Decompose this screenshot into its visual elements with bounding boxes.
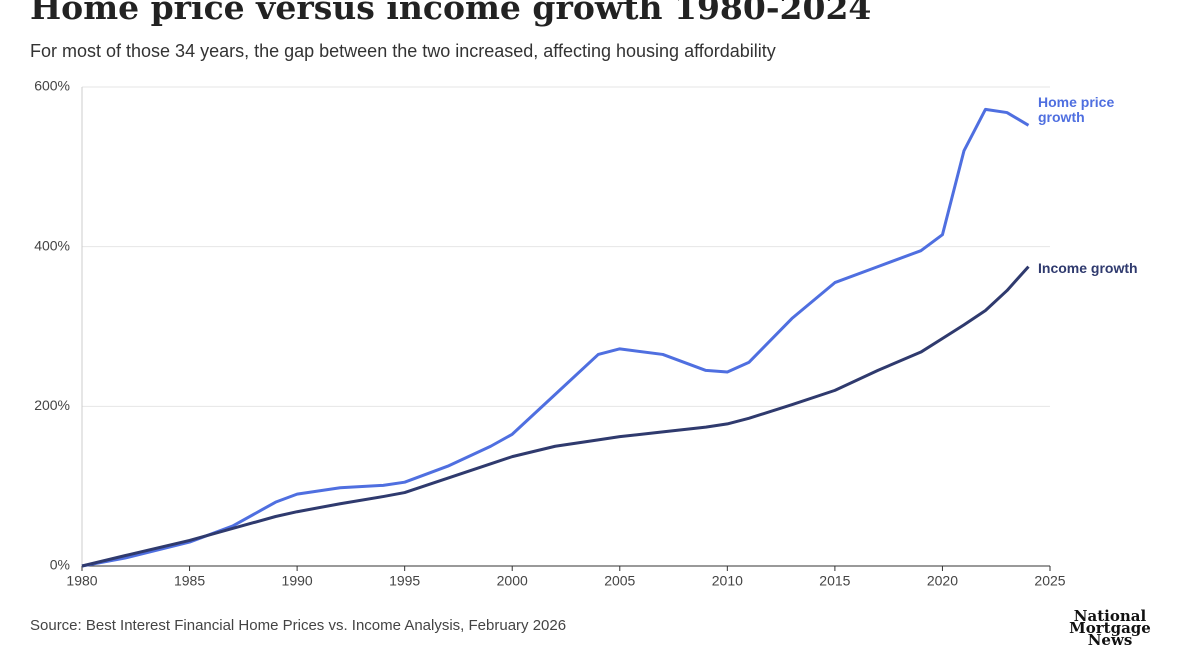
chart-subtitle: For most of those 34 years, the gap betw… [30, 41, 776, 61]
y-tick-label: 200% [34, 397, 70, 413]
x-tick-label: 1995 [389, 573, 420, 589]
x-tick-label: 2000 [497, 573, 528, 589]
series-line [81, 107, 1030, 568]
source-note: Source: Best Interest Financial Home Pri… [30, 617, 567, 634]
x-tick-label: 1985 [174, 573, 205, 589]
page: {"chart_data": {"type": "line", "title":… [30, 0, 1151, 648]
logo: National Mortgage News [1069, 607, 1151, 649]
y-tick-label: 0% [50, 557, 70, 573]
chart: 0% 200% 400% 600% 1980 1985 1990 1995 2000 2005 20… [34, 78, 1066, 589]
x-tick-label: 2025 [1034, 573, 1065, 589]
x-tick-label: 2005 [604, 573, 635, 589]
series-label: Income growth [1038, 260, 1138, 277]
x-tick-label: 1990 [282, 573, 313, 589]
x-tick-label: 1980 [66, 573, 97, 589]
x-tick-label: 2020 [927, 573, 958, 589]
y-tick-label: 400% [34, 237, 70, 253]
series-line [81, 265, 1030, 568]
x-tick-label: 2010 [712, 573, 743, 589]
chart-title: Home price versus income growth 1980-202… [30, 0, 872, 27]
x-tick-label: 2015 [819, 573, 850, 589]
y-tick-label: 600% [34, 78, 70, 94]
series-label: Home price growth [1038, 94, 1115, 126]
